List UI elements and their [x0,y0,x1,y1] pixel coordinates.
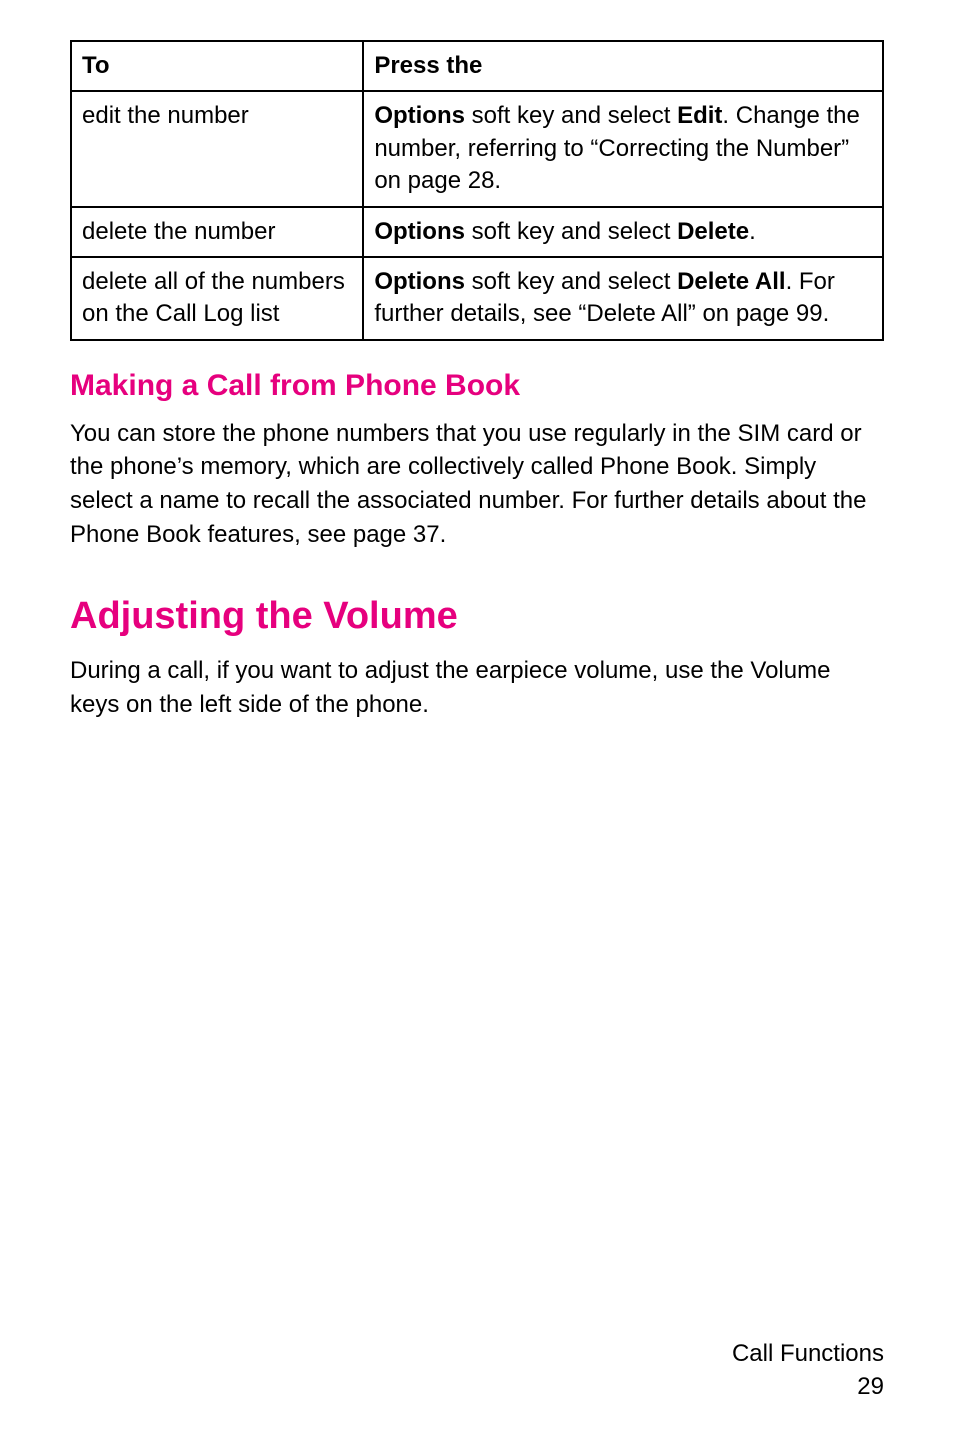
text-run: Options [374,218,465,245]
table-cell-to: edit the number [71,91,363,206]
table-header-to: To [71,41,363,91]
text-run: soft key and select [465,102,677,129]
text-run: Options [374,268,465,295]
table-cell-press: Options soft key and select Delete. [363,207,883,257]
table-cell-to: delete all of the numbers on the Call Lo… [71,257,363,340]
instructions-table: To Press the edit the numberOptions soft… [70,40,884,341]
text-run: Options [374,102,465,129]
table-header-press: Press the [363,41,883,91]
table-row: delete all of the numbers on the Call Lo… [71,257,883,340]
page-footer: Call Functions 29 [732,1338,884,1403]
table-cell-press: Options soft key and select Edit. Change… [363,91,883,206]
paragraph-phone-book: You can store the phone numbers that you… [70,417,884,551]
heading-adjusting-volume: Adjusting the Volume [70,595,884,638]
table-cell-to: delete the number [71,207,363,257]
table-header-row: To Press the [71,41,883,91]
table-cell-press: Options soft key and select Delete All. … [363,257,883,340]
page-container: To Press the edit the numberOptions soft… [0,0,954,1433]
text-run: Delete [677,218,749,245]
footer-section-name: Call Functions [732,1338,884,1370]
table-body: edit the numberOptions soft key and sele… [71,91,883,339]
text-run: . [749,218,756,245]
text-run: Delete All [677,268,785,295]
text-run: soft key and select [465,218,677,245]
footer-page-number: 29 [732,1371,884,1403]
text-run: soft key and select [465,268,677,295]
table-row: delete the numberOptions soft key and se… [71,207,883,257]
table-row: edit the numberOptions soft key and sele… [71,91,883,206]
paragraph-volume: During a call, if you want to adjust the… [70,654,884,721]
text-run: Edit [677,102,722,129]
subheading-making-call: Making a Call from Phone Book [70,369,884,403]
